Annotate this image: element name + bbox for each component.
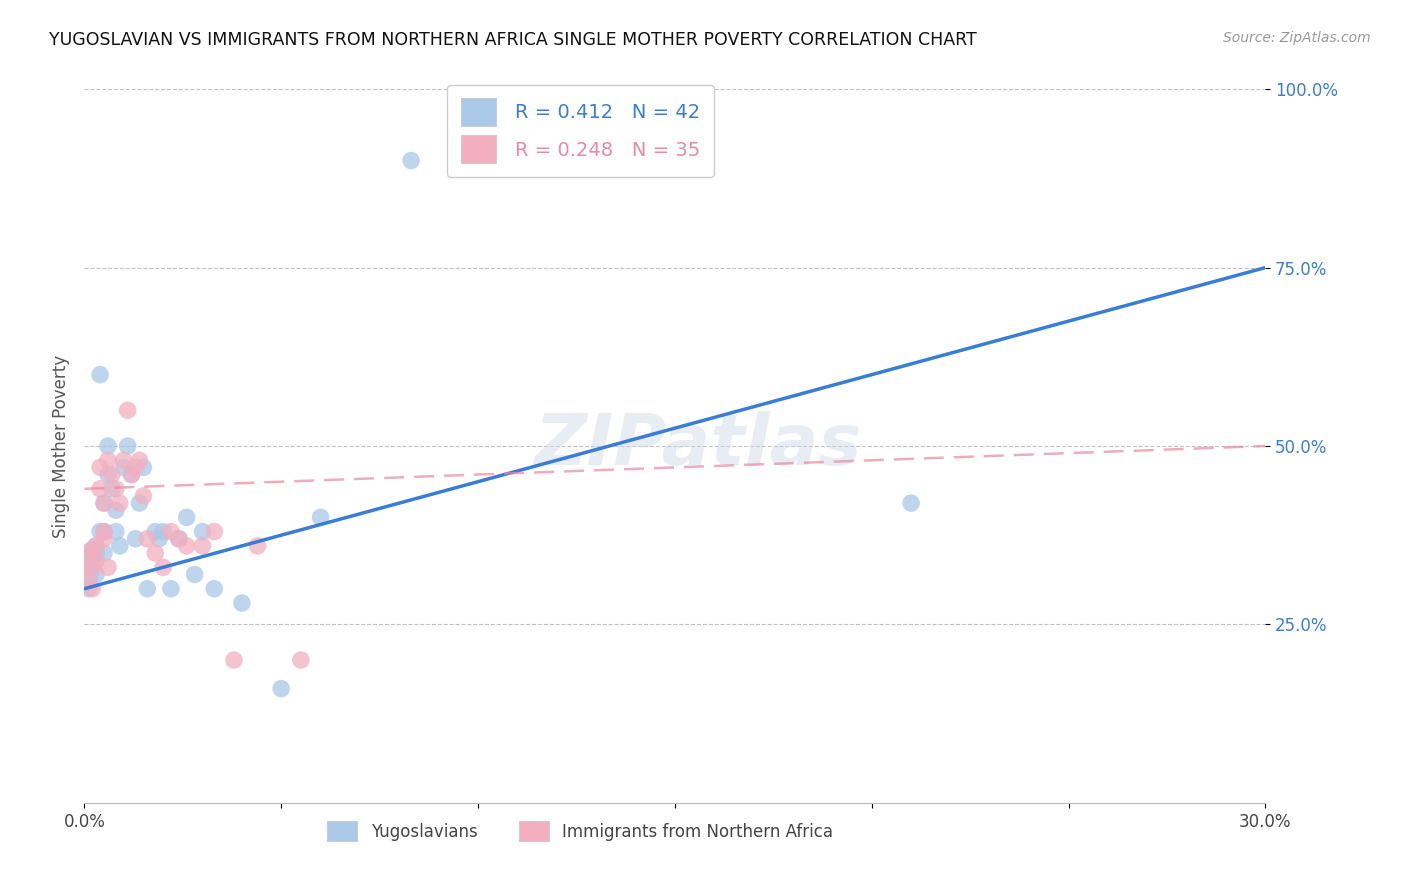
Point	[112, 460, 135, 475]
Point	[167, 532, 190, 546]
Point	[104, 524, 127, 539]
Point	[202, 524, 225, 539]
Point	[93, 532, 115, 546]
Point	[97, 560, 120, 574]
Point	[108, 496, 131, 510]
Y-axis label: Single Mother Poverty: Single Mother Poverty	[52, 354, 70, 538]
Point	[89, 460, 111, 475]
Point	[93, 524, 115, 539]
Point	[82, 560, 104, 574]
Point	[309, 510, 332, 524]
Text: ZIPatlas: ZIPatlas	[534, 411, 862, 481]
Point	[93, 496, 115, 510]
Point	[97, 439, 120, 453]
Point	[84, 539, 107, 553]
Point	[104, 503, 127, 517]
Point	[77, 546, 100, 560]
Point	[84, 546, 107, 560]
Point	[93, 524, 115, 539]
Point	[82, 582, 104, 596]
Point	[75, 560, 97, 574]
Point	[143, 524, 166, 539]
Point	[148, 532, 170, 546]
Point	[191, 539, 214, 553]
Point	[108, 539, 131, 553]
Point	[82, 560, 104, 574]
Point	[101, 482, 124, 496]
Point	[89, 482, 111, 496]
Point	[77, 582, 100, 596]
Point	[152, 524, 174, 539]
Point	[152, 560, 174, 574]
Point	[89, 524, 111, 539]
Point	[132, 489, 155, 503]
Point	[82, 542, 104, 557]
Point	[160, 524, 183, 539]
Point	[136, 582, 159, 596]
Point	[191, 524, 214, 539]
Point	[77, 574, 100, 589]
Point	[84, 567, 107, 582]
Point	[176, 510, 198, 524]
Point	[82, 553, 104, 567]
Point	[93, 546, 115, 560]
Point	[246, 539, 269, 553]
Point	[124, 532, 146, 546]
Point	[79, 567, 101, 582]
Point	[183, 567, 205, 582]
Point	[900, 496, 922, 510]
Point	[176, 539, 198, 553]
Text: Source: ZipAtlas.com: Source: ZipAtlas.com	[1223, 31, 1371, 45]
Point	[121, 467, 143, 482]
Text: YUGOSLAVIAN VS IMMIGRANTS FROM NORTHERN AFRICA SINGLE MOTHER POVERTY CORRELATION: YUGOSLAVIAN VS IMMIGRANTS FROM NORTHERN …	[49, 31, 977, 49]
Point	[270, 681, 292, 696]
Point	[143, 546, 166, 560]
Point	[104, 482, 127, 496]
Point	[84, 539, 107, 553]
Point	[89, 368, 111, 382]
Point	[128, 496, 150, 510]
Point	[75, 557, 97, 571]
Point	[202, 582, 225, 596]
Point	[160, 582, 183, 596]
Point	[132, 460, 155, 475]
Point	[77, 549, 100, 564]
Point	[117, 439, 139, 453]
Point	[399, 153, 422, 168]
Point	[112, 453, 135, 467]
Point	[222, 653, 245, 667]
Point	[82, 542, 104, 557]
Legend: Yugoslavians, Immigrants from Northern Africa: Yugoslavians, Immigrants from Northern A…	[321, 814, 841, 848]
Point	[136, 532, 159, 546]
Point	[101, 467, 124, 482]
Point	[93, 496, 115, 510]
Point	[117, 403, 139, 417]
Point	[84, 553, 107, 567]
Point	[231, 596, 253, 610]
Point	[121, 467, 143, 482]
Point	[167, 532, 190, 546]
Point	[97, 453, 120, 467]
Point	[128, 453, 150, 467]
Point	[97, 467, 120, 482]
Point	[290, 653, 312, 667]
Point	[124, 460, 146, 475]
